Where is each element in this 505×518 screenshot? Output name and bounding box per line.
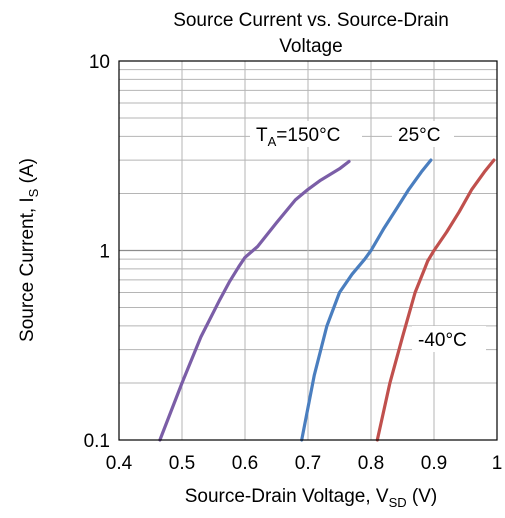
series-line-150c: [160, 162, 349, 441]
series-lines: [160, 160, 494, 440]
legend-25c: 25°C: [398, 125, 440, 146]
y-axis-label: Source Current, IS (A): [17, 158, 41, 342]
x-tick-label: 0.7: [295, 453, 321, 474]
y-tick-label: 0.1: [84, 431, 110, 452]
y-tick-label: 1: [99, 242, 110, 263]
chart-title-line2: Voltage: [279, 36, 342, 57]
legend-minus40c: -40°C: [418, 330, 467, 351]
x-tick-label: 0.8: [358, 453, 384, 474]
y-tick-label: 10: [89, 52, 110, 73]
x-tick-label: 0.5: [169, 453, 195, 474]
series-line-minus40c: [377, 160, 494, 440]
y-tick-labels: 0.1 1 10: [84, 52, 110, 452]
x-tick-label: 0.4: [106, 453, 133, 474]
x-tick-label: 0.6: [232, 453, 258, 474]
chart-title-line1: Source Current vs. Source-Drain: [173, 10, 449, 31]
x-tick-label: 0.9: [421, 453, 447, 474]
x-tick-labels: 0.4 0.5 0.6 0.7 0.8 0.9 1: [106, 453, 503, 474]
x-tick-label: 1: [492, 453, 503, 474]
x-axis-label: Source-Drain Voltage, VSD (V): [185, 486, 438, 510]
grid: [119, 61, 497, 440]
